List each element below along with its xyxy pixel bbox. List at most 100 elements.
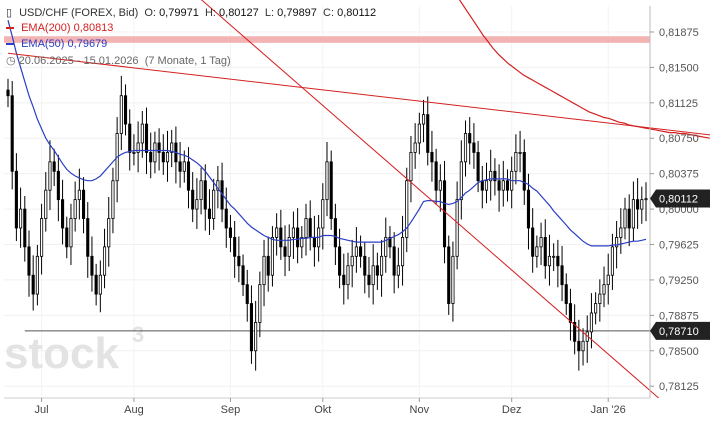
chart-type-icon[interactable]: ▯ — [6, 7, 13, 19]
candle — [224, 187, 228, 248]
candle — [350, 239, 354, 288]
support-price-tag-box — [650, 321, 710, 340]
candle — [484, 162, 489, 204]
candle-body — [279, 227, 283, 248]
candle-body — [249, 303, 254, 352]
candle — [254, 300, 258, 371]
x-tick-label: Sep — [221, 404, 241, 416]
candle-body — [325, 161, 329, 201]
candle — [207, 189, 212, 235]
candle — [170, 129, 174, 168]
candle-body — [300, 237, 304, 248]
candle — [556, 239, 560, 288]
candle — [543, 219, 547, 279]
candle — [65, 216, 69, 259]
candle-body — [581, 340, 585, 352]
candle-body — [522, 152, 526, 191]
candle-body — [19, 208, 23, 229]
legend-ema200[interactable]: EMA(200) 0,80813 — [6, 22, 113, 34]
candle-body — [484, 180, 489, 191]
candle-body — [233, 237, 237, 257]
candle — [333, 203, 337, 266]
candle — [86, 202, 90, 278]
candle-body — [438, 180, 442, 191]
candle — [568, 288, 573, 341]
candle — [501, 160, 505, 207]
ema200-line — [458, 0, 710, 139]
candle-body — [472, 142, 476, 153]
candle — [497, 164, 501, 212]
candle — [627, 194, 631, 247]
candle-body — [212, 189, 216, 219]
candle — [493, 158, 497, 196]
candle-body — [304, 218, 308, 238]
candle — [388, 226, 392, 259]
y-tick-label: 0,78875 — [659, 310, 699, 322]
candle — [237, 236, 241, 283]
candle-body — [577, 340, 581, 352]
candle-body — [640, 199, 644, 210]
candle — [359, 235, 363, 268]
candle — [522, 139, 526, 205]
candle — [94, 263, 98, 306]
candle — [287, 224, 291, 272]
candle-body — [350, 255, 354, 267]
candle — [380, 239, 384, 297]
candle-body — [98, 274, 102, 295]
candle-body — [430, 152, 434, 163]
candle — [573, 304, 577, 355]
candle-body — [69, 218, 73, 248]
watermark: stock 3 — [4, 322, 144, 378]
candle — [199, 167, 203, 215]
ema-layer — [7, 0, 710, 247]
candle-body — [140, 123, 144, 144]
candle — [480, 166, 484, 209]
candle — [233, 220, 237, 278]
candle — [321, 183, 325, 250]
candle — [631, 181, 635, 242]
candle-body — [266, 255, 270, 276]
candle — [535, 235, 539, 268]
candle — [426, 96, 430, 166]
candle-body — [207, 208, 212, 219]
candle — [463, 120, 468, 177]
trendline-upper-trend — [7, 52, 710, 136]
candle-body — [35, 255, 39, 295]
candle-body — [543, 237, 547, 267]
candle — [489, 149, 493, 201]
candle-body — [178, 161, 182, 172]
candle-body — [623, 208, 627, 229]
ema50-label: EMA(50) — [21, 38, 65, 50]
candle — [405, 167, 409, 253]
candle — [14, 153, 18, 242]
candle-body — [405, 180, 409, 238]
candle-body — [589, 312, 593, 333]
last-price-tag-box — [650, 189, 710, 208]
candle-body — [468, 133, 472, 144]
high-value: 0,80127 — [219, 7, 259, 19]
y-tick-label: 0,81875 — [659, 27, 699, 39]
candle — [216, 166, 220, 209]
candle-body — [191, 189, 195, 210]
candle-body — [275, 227, 279, 238]
candle-body — [23, 208, 27, 248]
candle-body — [417, 123, 421, 144]
candle — [325, 142, 329, 217]
candle — [371, 244, 375, 305]
candle — [476, 141, 480, 193]
candle — [262, 239, 266, 307]
candle — [552, 243, 556, 272]
candle-body — [262, 255, 266, 286]
trendline-falling-trend — [200, 0, 659, 399]
candle-body — [518, 152, 522, 154]
candle — [392, 232, 396, 294]
candle — [468, 117, 472, 165]
legend-ema50[interactable]: EMA(50) 0,79679 — [6, 38, 107, 50]
candle-body — [447, 246, 451, 304]
last-price-tag-label: 0,80112 — [659, 194, 698, 206]
candle — [514, 134, 518, 185]
low-value: 0,79897 — [277, 7, 317, 19]
low-label: L: — [264, 7, 275, 19]
candle-body — [380, 255, 384, 276]
candle — [434, 148, 438, 205]
